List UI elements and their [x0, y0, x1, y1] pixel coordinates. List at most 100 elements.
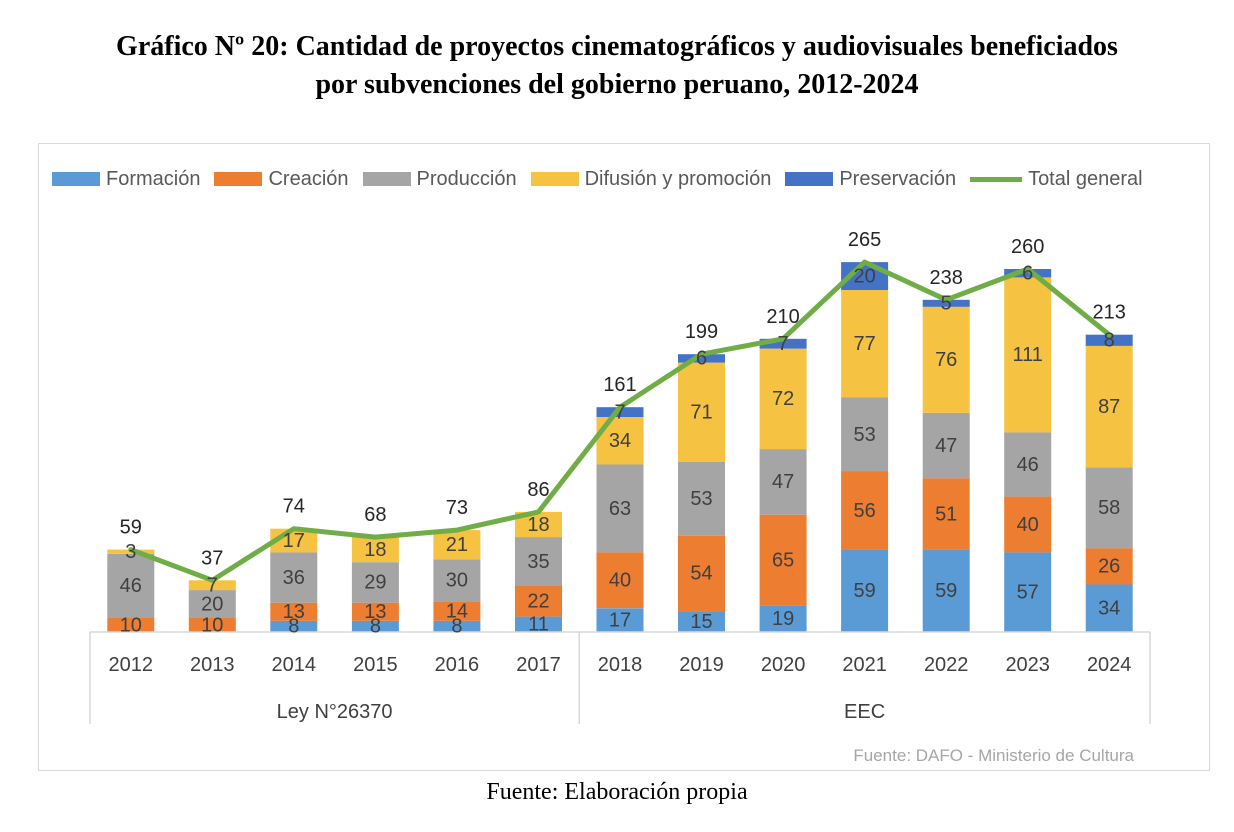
bar-produccion-2021	[841, 397, 889, 472]
total-label-2016: 73	[446, 497, 468, 519]
bar-difusion-y-promocion-2021	[841, 290, 889, 398]
bar-creacion-2023	[1004, 496, 1052, 553]
legend-item-produccion: Producción	[362, 168, 517, 191]
legend-item-total-general: Total general	[970, 168, 1143, 191]
total-label-2012: 59	[120, 517, 142, 539]
total-label-2021: 265	[848, 229, 881, 251]
bar-formacion-2022	[922, 549, 970, 632]
bar-difusion-y-promocion-2016	[433, 530, 481, 560]
data-label-produccion-2018: 63	[609, 498, 631, 520]
data-label-produccion-2024: 58	[1098, 497, 1120, 519]
bar-produccion-2015	[351, 562, 399, 603]
data-label-creacion-2020: 65	[772, 549, 794, 571]
total-label-2017: 86	[527, 479, 549, 501]
total-label-2014: 74	[283, 496, 305, 518]
legend-item-formacion: Formación	[52, 168, 200, 191]
bar-creacion-2022	[922, 478, 970, 550]
bar-difusion-y-promocion-2024	[1085, 345, 1133, 468]
data-label-formacion-2024: 34	[1098, 598, 1120, 620]
data-label-difusion-y-promocion-2024: 87	[1098, 396, 1120, 418]
legend-item-creacion: Creación	[214, 167, 349, 191]
data-label-formacion-2018: 17	[609, 609, 631, 631]
bar-formacion-2015	[351, 620, 399, 632]
bar-produccion-2023	[1004, 432, 1052, 497]
data-label-creacion-2022: 51	[935, 503, 957, 525]
data-label-difusion-y-promocion-2017: 18	[527, 514, 549, 536]
data-label-preservacion-2020: 7	[778, 333, 789, 355]
bar-preservacion-2022	[922, 299, 970, 307]
data-label-formacion-2014: 8	[288, 616, 299, 638]
data-label-preservacion-2023: 6	[1022, 262, 1033, 284]
legend-label: Creación	[268, 167, 349, 190]
bar-produccion-2012	[107, 553, 155, 618]
bar-difusion-y-promocion-2015	[351, 537, 399, 563]
x-tick-label-2013: 2013	[190, 654, 235, 676]
bar-creacion-2018	[596, 552, 644, 609]
legend-label: Difusión y promoción	[584, 167, 772, 190]
bar-formacion-2024	[1085, 584, 1133, 632]
x-tick-label-2012: 2012	[109, 654, 154, 676]
data-label-formacion-2017: 11	[528, 614, 549, 636]
bar-preservacion-2024	[1085, 334, 1133, 346]
bar-produccion-2013	[188, 590, 236, 618]
x-tick-label-2017: 2017	[516, 654, 561, 676]
bar-formacion-2020	[759, 605, 807, 632]
legend-swatch	[214, 172, 263, 186]
data-label-produccion-2022: 47	[935, 435, 957, 457]
data-label-difusion-y-promocion-2018: 34	[609, 430, 631, 452]
legend-swatch	[785, 172, 834, 186]
x-tick-label-2019: 2019	[679, 654, 724, 676]
legend-swatch	[362, 172, 411, 186]
data-label-formacion-2016: 8	[451, 616, 462, 638]
bar-formacion-2021	[841, 549, 889, 632]
data-label-produccion-2016: 30	[446, 570, 468, 592]
bar-produccion-2019	[678, 461, 725, 536]
data-label-creacion-2021: 56	[853, 500, 875, 522]
data-label-formacion-2015: 8	[370, 616, 381, 638]
data-label-preservacion-2022: 5	[941, 292, 952, 314]
bar-produccion-2024	[1085, 467, 1133, 549]
legend-swatch	[52, 172, 100, 186]
category-axis: 2012 2013 2014 2015 2016 2017 2018 2019 2020 2021…	[89, 632, 1151, 724]
bar-difusion-y-promocion-2020	[759, 348, 807, 450]
data-label-difusion-y-promocion-2021: 77	[853, 333, 875, 355]
data-label-difusion-y-promocion-2013: 7	[207, 574, 218, 596]
legend-item-preservacion: Preservación	[785, 168, 956, 191]
data-label-produccion-2012: 46	[120, 575, 142, 597]
bar-creacion-2020	[759, 514, 807, 606]
x-tick-label-2014: 2014	[272, 654, 317, 676]
data-label-difusion-y-promocion-2012: 3	[125, 541, 136, 563]
series-line-total-general	[128, 259, 1112, 583]
bars	[107, 262, 1133, 632]
figure-caption: Fuente: Elaboración propia	[486, 779, 748, 805]
data-label-produccion-2019: 53	[690, 488, 712, 510]
bar-difusion-y-promocion-2013	[188, 580, 236, 591]
data-label-formacion-2022: 59	[935, 580, 957, 602]
data-label-difusion-y-promocion-2019: 71	[690, 401, 712, 423]
data-label-creacion-2016: 14	[446, 600, 468, 622]
bar-formacion-2023	[1004, 552, 1052, 632]
chart-title-line-2: por subvenciones del gobierno peruano, 2…	[315, 69, 919, 100]
bar-produccion-2022	[922, 412, 970, 479]
total-label-2018: 161	[603, 374, 636, 396]
total-label-2022: 238	[930, 267, 963, 289]
data-label-creacion-2015: 13	[364, 601, 386, 623]
data-label-produccion-2013: 20	[201, 593, 223, 615]
bar-formacion-2018	[596, 608, 644, 632]
total-label-2015: 68	[364, 504, 386, 526]
x-tick-label-2020: 2020	[761, 654, 806, 676]
bar-formacion-2019	[678, 611, 725, 632]
bar-difusion-y-promocion-2022	[922, 306, 970, 413]
chart-title: Gráfico Nº 20: Cantidad de proyectos cin…	[0, 28, 1234, 104]
data-label-produccion-2017: 35	[527, 551, 549, 573]
total-label-2023: 260	[1011, 236, 1044, 258]
legend-line-swatch	[970, 176, 1023, 182]
data-label-formacion-2019: 15	[690, 611, 712, 633]
data-label-produccion-2023: 46	[1017, 454, 1039, 476]
legend-label: Preservación	[839, 167, 957, 190]
data-label-creacion-2023: 40	[1017, 514, 1039, 536]
data-label-creacion-2024: 26	[1098, 556, 1120, 578]
